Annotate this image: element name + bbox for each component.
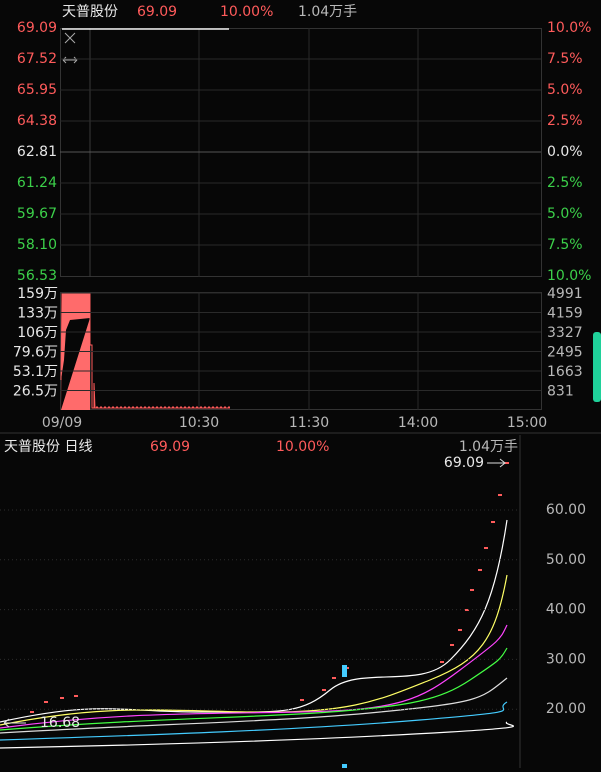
volume-label: 79.6万 [13,345,58,361]
candles [30,462,509,768]
volume-bars [61,293,90,410]
percent-label: 7.5% [547,51,583,67]
daily-price-label: 40.00 [546,602,586,618]
ma-lines [0,519,514,749]
intraday-frame [0,28,601,768]
percent-label: 10.0% [547,20,591,36]
volume-label: 26.5万 [13,384,58,400]
volume-label: 4159 [547,306,583,322]
volume-label: 1663 [547,364,583,380]
low-arrow [3,718,26,728]
daily-volume: 1.04万手 [459,439,518,455]
price-label: 69.09 [17,20,57,36]
time-label: 14:00 [398,415,438,431]
price-label: 56.53 [17,268,57,284]
percent-label: 5.0% [547,206,583,222]
volume-label: 53.1万 [13,364,58,380]
low-marker: 16.68 [40,715,80,731]
volume-label: 2495 [547,345,583,361]
percent-label: 0.0% [547,144,583,160]
time-label: 09/09 [42,415,82,431]
volume: 1.04万手 [298,4,357,20]
volume-label: 106万 [17,325,58,341]
percent-label: 5.0% [547,82,583,98]
daily-change: 10.00% [276,439,329,455]
daily-price-label: 60.00 [546,502,586,518]
price-label: 58.10 [17,237,57,253]
time-label: 10:30 [179,415,219,431]
price: 69.09 [137,4,177,20]
price-label: 62.81 [17,144,57,160]
percent-label: 7.5% [547,237,583,253]
percent-label: 10.0% [547,268,591,284]
stock-name: 天普股份 [62,4,118,20]
high-marker: 69.09 [444,455,484,471]
volume-label: 3327 [547,325,583,341]
daily-price-label: 50.00 [546,552,586,568]
price-label: 61.24 [17,175,57,191]
price-label: 59.67 [17,206,57,222]
volume-label: 4991 [547,286,583,302]
daily-price-label: 30.00 [546,651,586,667]
volume-label: 133万 [17,306,58,322]
scrollbar[interactable] [593,332,601,402]
high-arrow [487,458,506,468]
percent-label: 2.5% [547,175,583,191]
daily-price-label: 20.00 [546,701,586,717]
price-label: 65.95 [17,82,57,98]
percent-label: 2.5% [547,113,583,129]
daily-price: 69.09 [150,439,190,455]
volume-label: 831 [547,384,574,400]
time-label: 11:30 [289,415,329,431]
daily-name: 天普股份 日线 [4,439,92,455]
time-label: 15:00 [507,415,547,431]
volume-label: 159万 [17,286,58,302]
price-label: 64.38 [17,113,57,129]
price-label: 67.52 [17,51,57,67]
change: 10.00% [220,4,273,20]
